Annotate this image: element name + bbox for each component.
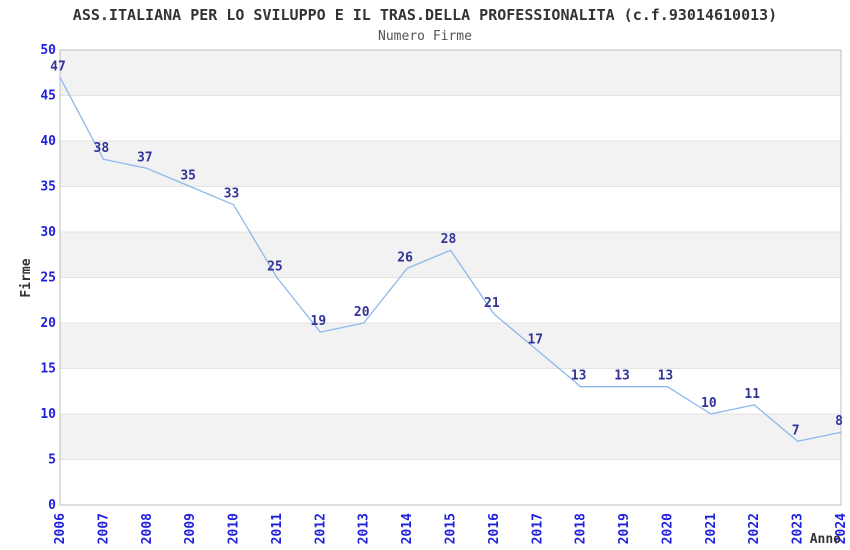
x-tick-label: 2024: [834, 513, 849, 544]
x-tick-label: 2010: [227, 513, 242, 544]
x-tick-label: 2006: [53, 513, 68, 544]
x-tick-label: 2015: [444, 513, 459, 544]
x-tick-label: 2008: [140, 513, 155, 544]
point-label: 20: [354, 305, 370, 320]
y-tick-label: 40: [40, 134, 56, 149]
y-tick-label: 50: [40, 43, 56, 58]
plot-border: [59, 49, 842, 506]
y-tick-label: 15: [40, 362, 56, 377]
x-tick-label: 2020: [660, 513, 675, 544]
point-label: 17: [527, 332, 543, 347]
x-tick-label: 2007: [96, 513, 111, 544]
x-tick-label: 2023: [791, 513, 806, 544]
point-label: 21: [484, 296, 500, 311]
plot-band: [60, 232, 841, 278]
y-tick-label: 30: [40, 225, 56, 240]
point-label: 25: [267, 260, 283, 275]
x-tick-label: 2022: [747, 513, 762, 544]
point-labels: 47 38 37 35 33 25 19 20 26 28 21 17 13 13 13 10 11 7 8: [50, 59, 843, 438]
point-label: 13: [614, 369, 630, 384]
point-label: 47: [50, 59, 66, 74]
point-label: 37: [137, 150, 153, 165]
plot-band: [60, 141, 841, 187]
point-label: 33: [224, 187, 240, 202]
x-tick-label: 2012: [313, 513, 328, 544]
y-axis-title: Firme: [19, 258, 34, 297]
point-label: 13: [658, 369, 674, 384]
plot-band: [60, 50, 841, 96]
point-label: 19: [311, 314, 327, 329]
series-line: [59, 76, 842, 442]
x-tick-label: 2019: [617, 513, 632, 544]
x-axis-tick-labels: 2006 2007 2008 2009 2010 2011 2012 2013 2014 2015…: [53, 513, 849, 544]
y-tick-label: 20: [40, 316, 56, 331]
chart-subtitle: Numero Firme: [378, 29, 472, 44]
y-tick-label: 45: [40, 89, 56, 104]
y-tick-label: 10: [40, 407, 56, 422]
x-tick-label: 2018: [574, 513, 589, 544]
y-axis-tick-labels: 0 5 10 15 20 25 30 35 40 45 50: [40, 43, 56, 513]
x-tick-label: 2011: [270, 513, 285, 544]
x-tick-label: 2014: [400, 513, 415, 544]
gridlines: [60, 95, 841, 460]
point-label: 26: [397, 250, 413, 265]
plot-band: [60, 323, 841, 369]
data-series-line: [59, 76, 842, 442]
point-label: 13: [571, 369, 587, 384]
point-label: 35: [180, 169, 196, 184]
plot-background-bands: [60, 50, 841, 460]
point-label: 28: [441, 232, 457, 247]
point-label: 38: [94, 141, 110, 156]
point-label: 8: [835, 414, 843, 429]
x-tick-label: 2017: [530, 513, 545, 544]
plot-band: [60, 414, 841, 460]
x-tick-label: 2013: [357, 513, 372, 544]
y-tick-label: 5: [48, 453, 56, 468]
y-tick-label: 0: [48, 498, 56, 513]
point-label: 10: [701, 396, 717, 411]
y-tick-label: 25: [40, 271, 56, 286]
point-label: 11: [744, 387, 760, 402]
x-tick-label: 2009: [183, 513, 198, 544]
point-label: 7: [792, 423, 800, 438]
x-tick-label: 2016: [487, 513, 502, 544]
chart-title: ASS.ITALIANA PER LO SVILUPPO E IL TRAS.D…: [73, 6, 777, 24]
x-axis-title: Anno: [810, 532, 841, 547]
x-tick-label: 2021: [704, 513, 719, 544]
y-tick-label: 35: [40, 180, 56, 195]
